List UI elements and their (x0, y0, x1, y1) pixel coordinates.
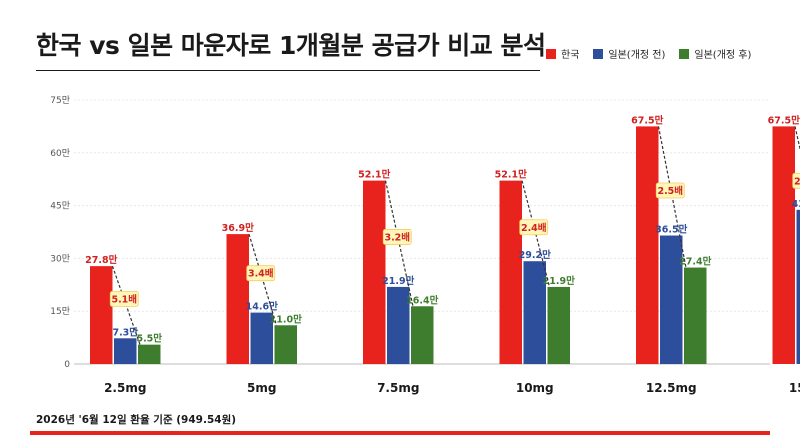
ratio-label: 3.2배 (384, 231, 410, 243)
bar-value-label: 27.4만 (679, 256, 711, 268)
bar-value-label: 67.5만 (631, 114, 663, 126)
ratio-label: 3.4배 (248, 268, 274, 280)
ratio-badge (382, 229, 412, 245)
legend-label-japan-after: 일본(개정 후) (694, 50, 752, 61)
y-tick-label: 60만 (50, 148, 70, 159)
ratio-badge (109, 290, 139, 307)
bar-korea (499, 180, 522, 364)
ratio-badge (246, 265, 276, 282)
bar-japan-before (250, 312, 273, 364)
chart-title: 한국 vs 일본 마운자로 1개월분 공급가 비교 분석 (36, 31, 546, 60)
bar-japan-before (796, 209, 800, 364)
ratio-badge (792, 172, 800, 189)
bar-value-label: 36.5만 (655, 224, 687, 236)
bar-value-label: 21.9만 (543, 275, 575, 287)
bar-value-label: 21.9만 (382, 275, 414, 287)
y-tick-label: 45만 (50, 201, 70, 212)
ratio-label: 2.1배 (794, 175, 800, 187)
category-label: 12.5mg (646, 381, 697, 395)
legend-swatch-japan-before (593, 48, 604, 59)
title-underline (36, 70, 540, 71)
category-label: 10mg (516, 381, 554, 395)
category-label: 15mg (789, 381, 800, 395)
bar-korea (226, 234, 249, 364)
bar-japan-before (523, 261, 546, 364)
bar-value-label: 43.8만 (792, 198, 800, 210)
bar-value-label: 52.1만 (495, 169, 527, 181)
bar-japan-after (547, 286, 570, 364)
ratio-label: 5.1배 (111, 293, 137, 305)
y-tick-label: 15만 (50, 306, 70, 317)
legend-label-korea: 한국 (561, 50, 580, 61)
category-label: 2.5mg (104, 381, 146, 395)
legend-item-japan-after: 일본(개정 후) (679, 46, 751, 61)
bar-korea (772, 126, 795, 365)
legend-item-japan-before: 일본(개정 전) (593, 46, 665, 61)
bar-japan-before (114, 338, 137, 364)
bar-japan-before (387, 286, 410, 364)
bar-korea (90, 266, 113, 364)
bar-value-label: 36.9만 (222, 222, 254, 234)
bar-korea (363, 180, 386, 364)
bar-value-label: 52.1만 (358, 169, 390, 181)
bar-value-label: 7.3만 (112, 326, 138, 338)
legend: 한국 일본(개정 전) 일본(개정 후) (546, 46, 751, 61)
bar-value-label: 14.6만 (246, 301, 278, 313)
legend-swatch-korea (546, 48, 556, 59)
legend-swatch-japan-after (679, 48, 690, 59)
ratio-connector (384, 180, 414, 307)
category-label: 7.5mg (377, 381, 419, 395)
ratio-connector (521, 180, 551, 288)
bar-value-label: 29.2만 (519, 249, 551, 261)
legend-label-japan-before: 일본(개정 전) (608, 50, 666, 61)
ratio-label: 2.4배 (521, 222, 547, 234)
bar-japan-after (684, 267, 707, 364)
bar-japan-after (274, 325, 297, 364)
bar-value-label: 67.5만 (768, 114, 800, 126)
ratio-badge (655, 182, 685, 199)
bar-japan-after (411, 306, 434, 364)
legend-item-korea: 한국 (546, 46, 579, 61)
ratio-label: 2.5배 (657, 185, 683, 197)
exchange-rate-note: 2026년 '6월 12일 환율 기준 (949.54원) (36, 414, 237, 426)
bar-japan-before (660, 235, 683, 364)
bar-value-label: 16.4만 (406, 294, 438, 306)
bar-value-label: 27.8만 (85, 254, 117, 266)
y-tick-label: 30만 (50, 253, 70, 264)
bar-korea (636, 126, 659, 365)
y-tick-label: 75만 (50, 95, 70, 106)
ratio-badge (519, 219, 549, 236)
bar-value-label: 11.0만 (270, 313, 302, 325)
category-label: 5mg (247, 381, 276, 395)
y-tick-label: 0 (64, 360, 70, 370)
bar-japan-after (138, 344, 161, 364)
bottom-accent-bar (30, 431, 770, 435)
bar-value-label: 5.5만 (136, 333, 162, 345)
